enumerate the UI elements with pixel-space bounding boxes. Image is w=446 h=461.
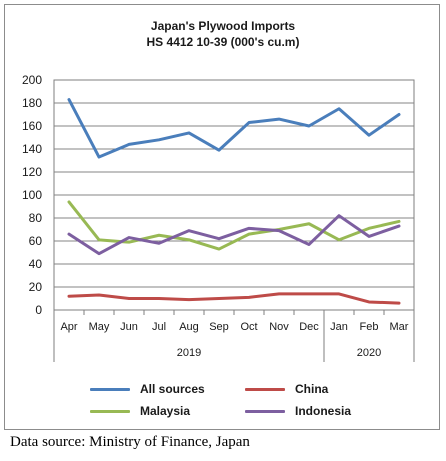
x-tick-label: Jun [120,321,138,333]
series-line-indonesia [67,214,401,256]
x-tick-label: Dec [299,321,319,333]
y-tick-label: 20 [29,280,43,294]
legend-label-malaysia: Malaysia [140,404,191,418]
legend-label-all-sources: All sources [140,382,205,396]
y-tick-label: 140 [22,142,42,156]
chart-subtitle: HS 4412 10-39 (000's cu.m) [146,35,300,49]
legend-item-all-sources: All sources [90,382,205,396]
legend-swatch-malaysia [90,409,130,413]
y-tick-label: 60 [29,234,43,248]
y-tick-label: 80 [29,211,43,225]
y-tick-label: 160 [22,119,42,133]
x-group-label: 2020 [357,347,381,359]
series-line-all-sources [67,98,401,159]
x-tick-label: Jan [330,321,348,333]
chart-title: Japan's Plywood Imports [150,19,296,33]
x-tick-label: Feb [360,321,379,333]
y-tick-label: 200 [22,73,42,87]
x-tick-label: Nov [269,321,289,333]
x-group-label: 2019 [177,347,201,359]
x-tick-label: Jul [152,321,166,333]
x-tick-label: Oct [240,321,257,333]
series-line-china [67,292,401,305]
legend-item-indonesia: Indonesia [245,404,351,418]
x-tick-label: Apr [60,321,77,333]
legend-swatch-all-sources [90,387,130,391]
legend-swatch-china [245,387,285,391]
chart-frame [4,4,440,430]
y-tick-label: 0 [35,303,42,317]
y-tick-label: 120 [22,165,42,179]
x-tick-label: May [89,321,110,333]
legend-label-indonesia: Indonesia [295,404,352,418]
x-tick-label: Mar [390,321,409,333]
y-tick-label: 40 [29,257,43,271]
x-tick-label: Aug [179,321,199,333]
y-tick-label: 100 [22,188,42,202]
legend-swatch-indonesia [245,409,285,413]
y-tick-label: 180 [22,96,42,110]
legend-item-china: China [245,382,328,396]
legend-item-malaysia: Malaysia [90,404,190,418]
legend-label-china: China [295,382,329,396]
x-tick-label: Sep [209,321,229,333]
data-source-note: Data source: Ministry of Finance, Japan [10,434,250,450]
